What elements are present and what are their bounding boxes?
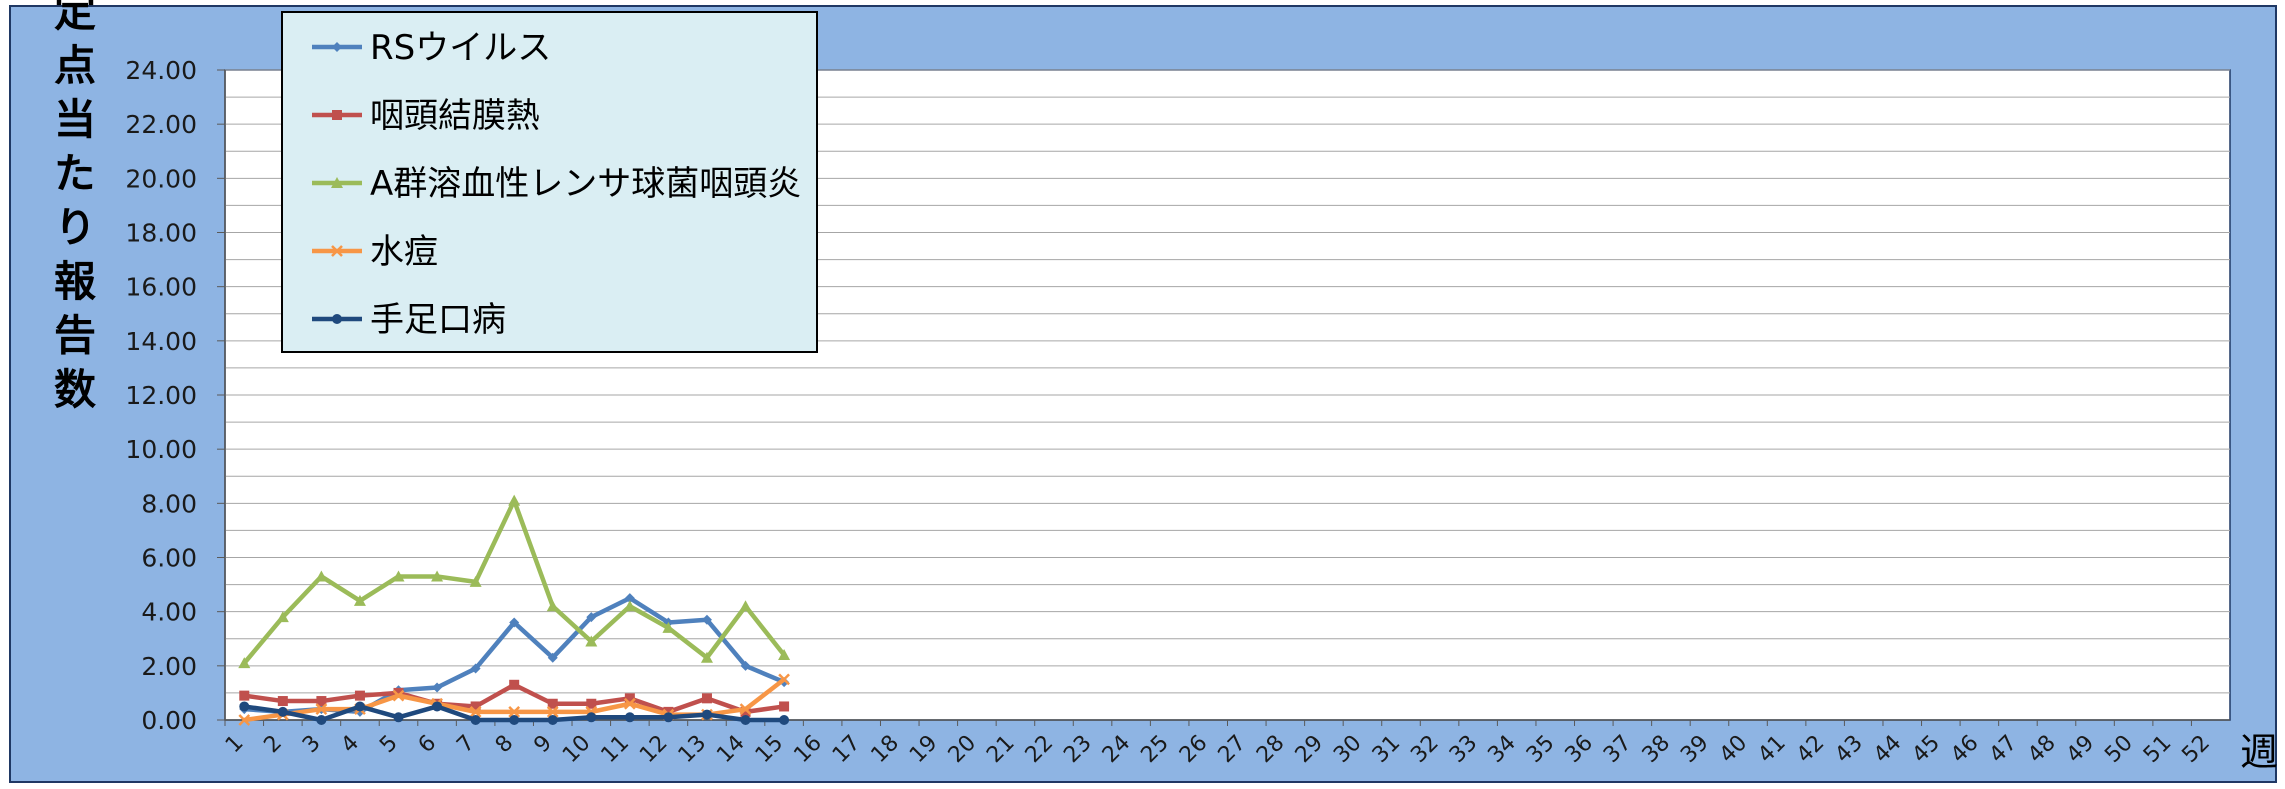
- data-point: [238, 657, 251, 669]
- legend-label: 咽頭結膜熱: [370, 96, 540, 136]
- data-point: [431, 570, 444, 582]
- data-point: [469, 705, 482, 718]
- data-point: [277, 696, 288, 707]
- data-point: [739, 600, 752, 612]
- legend-entry: 咽頭結膜熱: [312, 96, 540, 136]
- legend-label: RSウイルス: [370, 28, 551, 68]
- data-point: [663, 706, 674, 717]
- data-point: [740, 660, 751, 671]
- y-tick-label: 10.00: [125, 435, 197, 464]
- data-point: [740, 715, 751, 725]
- legend-entry: 手足口病: [312, 300, 506, 340]
- y-tick-label: 24.00: [125, 56, 197, 85]
- data-point: [239, 690, 250, 701]
- data-point: [277, 706, 288, 717]
- data-point: [276, 611, 289, 623]
- y-tick-label: 0.00: [141, 706, 197, 735]
- data-point: [623, 600, 636, 612]
- data-point: [470, 715, 481, 725]
- y-tick-label: 8.00: [141, 489, 197, 518]
- y-tick-label: 6.00: [141, 544, 197, 573]
- data-point: [624, 593, 635, 604]
- data-point: [586, 698, 597, 709]
- y-tick-label: 18.00: [125, 219, 197, 248]
- data-point: [392, 689, 405, 702]
- data-point: [509, 617, 520, 628]
- data-point: [778, 673, 790, 686]
- data-point: [547, 698, 558, 709]
- data-point: [779, 715, 790, 725]
- data-point: [239, 701, 250, 712]
- series-4: [239, 701, 790, 725]
- data-point: [701, 693, 712, 704]
- y-tick-label: 16.00: [125, 273, 197, 302]
- legend-entry: RSウイルス: [312, 28, 551, 68]
- legend-marker: [332, 314, 342, 324]
- data-point: [701, 709, 712, 720]
- data-point: [238, 714, 251, 726]
- legend-marker: [332, 42, 342, 52]
- y-tick-label: 12.00: [125, 381, 197, 410]
- data-point: [779, 701, 790, 712]
- data-point: [701, 614, 712, 625]
- data-point: [547, 652, 558, 663]
- data-point: [778, 649, 791, 660]
- data-point: [315, 570, 328, 582]
- data-point: [508, 494, 521, 506]
- data-point: [392, 570, 405, 582]
- series-2: [238, 494, 791, 669]
- data-point: [469, 575, 482, 587]
- legend-marker: [331, 177, 343, 188]
- data-point: [546, 600, 559, 612]
- legend-label: 手足口病: [370, 300, 506, 340]
- data-point: [393, 687, 404, 698]
- y-tick-label: 14.00: [125, 327, 197, 356]
- y-tick-label: 20.00: [125, 164, 197, 193]
- data-point: [740, 706, 751, 717]
- data-point: [509, 715, 520, 725]
- legend-entry: 水痘: [312, 232, 438, 272]
- y-tick-label: 22.00: [125, 110, 197, 139]
- data-point: [662, 621, 675, 633]
- data-point: [316, 715, 327, 725]
- data-point: [509, 679, 520, 690]
- x-axis-label: 週: [2240, 730, 2278, 774]
- legend-label: A群溶血性レンサ球菌咽頭炎: [370, 164, 801, 204]
- data-point: [315, 703, 328, 716]
- data-point: [624, 693, 635, 704]
- data-point: [623, 697, 636, 710]
- data-point: [393, 712, 404, 723]
- data-point: [546, 705, 559, 718]
- data-point: [739, 703, 752, 716]
- data-point: [354, 690, 365, 701]
- legend-label: 水痘: [370, 232, 438, 272]
- legend-box: [281, 11, 818, 353]
- y-tick-label: 2.00: [141, 652, 197, 681]
- data-point: [586, 612, 597, 623]
- data-point: [470, 663, 481, 674]
- data-point: [585, 635, 598, 647]
- legend-marker: [332, 110, 342, 120]
- data-point: [663, 712, 674, 723]
- data-point: [586, 712, 597, 723]
- data-point: [470, 701, 481, 712]
- legend-entry: A群溶血性レンサ球菌咽頭炎: [312, 164, 801, 204]
- data-point: [624, 712, 635, 723]
- data-point: [432, 682, 443, 693]
- data-point: [353, 594, 366, 606]
- y-tick-label: 4.00: [141, 598, 197, 627]
- data-point: [700, 651, 713, 663]
- data-point: [547, 715, 558, 725]
- data-point: [354, 701, 365, 712]
- data-point: [508, 705, 521, 718]
- legend-marker: [331, 245, 343, 257]
- y-axis-label: 定点当たり報告数: [48, 0, 97, 421]
- data-point: [432, 701, 443, 712]
- data-point: [316, 696, 327, 707]
